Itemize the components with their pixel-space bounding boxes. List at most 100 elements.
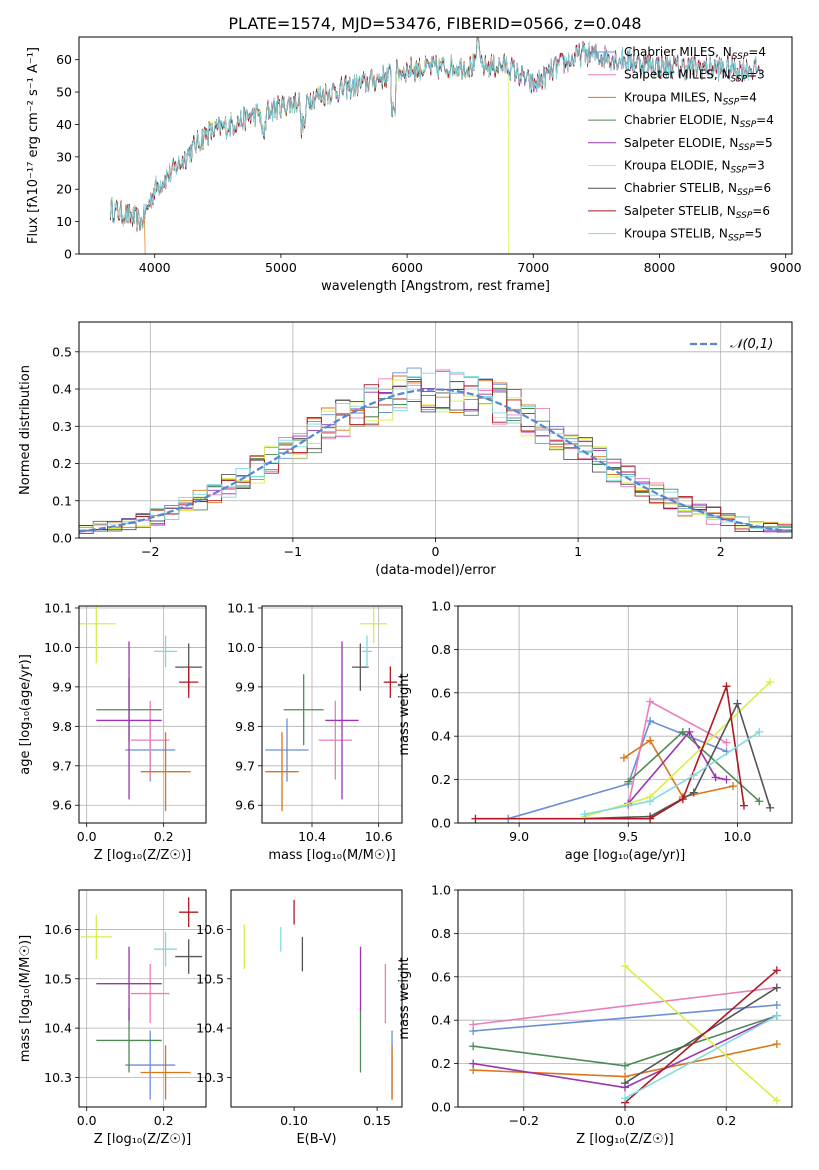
legend-subscript: SSP	[732, 52, 749, 62]
y-tick-label: 0.2	[52, 456, 72, 471]
x-tick-label: 0.2	[154, 1113, 174, 1128]
legend-label: Chabrier MILES, NSSP=4	[624, 45, 766, 62]
x-axis-label: wavelength [Angstrom, rest frame]	[321, 279, 550, 294]
y-tick-label: 0.6	[431, 969, 451, 984]
y-tick-label: 0.0	[431, 816, 451, 831]
x-tick-label: 0.0	[77, 1113, 97, 1128]
legend: Chabrier MILES, NSSP=4 Salpeter MILES, NS…	[588, 45, 774, 244]
y-axis-label: mass weight	[397, 957, 412, 1039]
y-tick-label: 9.6	[52, 798, 72, 813]
plot-area-spectrum	[110, 37, 761, 254]
y-tick-label: 0.1	[52, 493, 72, 508]
legend-subscript: SSP	[731, 166, 748, 176]
y-tick-label: 10.4	[196, 1021, 224, 1036]
x-tick-label: 10.0	[724, 829, 752, 844]
x-tick-label: 2	[717, 544, 725, 559]
spectrum-line	[110, 37, 761, 230]
x-axis-label: Z [log₁₀(Z/Z☉)]	[94, 1132, 191, 1147]
weight-line	[624, 1015, 778, 1100]
x-tick-label: 8000	[644, 260, 676, 275]
legend-label: Salpeter ELODIE, NSSP=5	[624, 136, 773, 153]
y-tick-label: 10.0	[44, 640, 72, 655]
y-tick-label: 0.4	[431, 729, 451, 744]
histogram-step	[79, 371, 792, 531]
y-tick-label: 9.7	[52, 758, 72, 773]
axes-spectrum: 4000 5000 6000 7000 8000 9000 0 10 20 30 40 50 60 wav…	[26, 36, 802, 294]
legend-suffix: =4	[739, 90, 757, 104]
axes-mass-vs-Z: 0.0 0.2 10.3 10.4 10.5 10.6 Z [log₁₀(Z/Z☉)] mas…	[18, 889, 207, 1147]
axes-age-vs-Z: 0.0 0.2 9.6 9.7 9.8 9.9 10.0 10.1 Z [log₁₀(Z/Z☉)…	[18, 600, 207, 863]
y-axis-label: age [log₁₀(age/yr)]	[18, 654, 33, 775]
y-tick-label: 0.4	[431, 1013, 451, 1028]
y-tick-label: 0.6	[431, 685, 451, 700]
legend-suffix: =3	[747, 68, 765, 82]
y-tick-label: 50	[56, 85, 72, 100]
y-axis-label: mass [log₁₀(M/M☉)]	[18, 935, 33, 1062]
axes-frame	[78, 889, 207, 1108]
y-tick-label: 10.3	[44, 1070, 72, 1085]
x-tick-label: 0.2	[716, 1113, 736, 1128]
axes-age-vs-mass: 10.4 10.6 9.6 9.7 9.8 9.9 10.0 10.1 mass [log₁₀(…	[227, 600, 403, 863]
y-tick-label: 0.2	[431, 772, 451, 787]
plot-area-residuals	[79, 367, 792, 535]
x-tick-label: −0.2	[509, 1113, 539, 1128]
legend-label: Kroupa ELODIE, NSSP=3	[624, 159, 765, 176]
y-tick-label: 30	[56, 149, 72, 164]
legend-subscript: SSP	[740, 120, 757, 130]
y-tick-label: 10.5	[44, 971, 72, 986]
x-tick-label: 10.4	[298, 829, 326, 844]
axes-frame	[230, 889, 403, 1108]
y-tick-label: 0	[64, 247, 72, 262]
y-tick-label: 10.5	[196, 971, 224, 986]
plot-area-mass-vs-ebv	[243, 899, 393, 1100]
plot-area-weight-vs-Z	[469, 961, 781, 1107]
y-tick-label: 10.6	[44, 922, 72, 937]
legend-suffix: =6	[752, 204, 770, 218]
x-axis-label: (data-model)/error	[375, 563, 496, 578]
weight-line	[627, 730, 727, 805]
y-axis-label: Normed distribution	[18, 365, 33, 495]
weight-line	[623, 739, 734, 798]
y-tick-label: 1.0	[431, 883, 451, 898]
x-axis-label: Z [log₁₀(Z/Z☉)]	[94, 848, 191, 863]
y-tick-label: 40	[56, 117, 72, 132]
y-axis-label: mass weight	[397, 673, 412, 755]
x-tick-label: 0.0	[77, 829, 97, 844]
legend-label: Kroupa STELIB, NSSP=5	[624, 227, 762, 244]
y-tick-label: 1.0	[431, 599, 451, 614]
x-tick-label: 0.15	[363, 1113, 391, 1128]
y-tick-label: 10.6	[196, 922, 224, 937]
x-axis-label: Z [log₁₀(Z/Z☉)]	[576, 1132, 673, 1147]
legend-subscript: SSP	[731, 75, 748, 85]
axes-mass-vs-ebv: 0.10 0.15 10.3 10.4 10.5 10.6 E(B-V)	[196, 889, 403, 1147]
histogram-step	[79, 378, 792, 533]
axes-weight-vs-Z: −0.2 0.0 0.2 0.0 0.2 0.4 0.6 0.8 1.0 Z [log₁₀(Z/Z…	[397, 883, 793, 1147]
legend-label: Salpeter MILES, NSSP=3	[624, 68, 765, 85]
plot-area-weight-vs-age	[471, 677, 775, 823]
legend-subscript: SSP	[737, 188, 754, 198]
axes-frame	[78, 36, 793, 255]
y-tick-label: 10.3	[196, 1070, 224, 1085]
legend-subscript: SSP	[728, 234, 745, 244]
x-tick-label: 0	[432, 544, 440, 559]
legend-suffix: =6	[754, 181, 772, 195]
x-tick-label: 9.0	[509, 829, 529, 844]
x-tick-label: 0.0	[615, 1113, 635, 1128]
legend-subscript: SSP	[738, 143, 755, 153]
y-tick-label: 9.7	[235, 758, 255, 773]
legend-suffix: =5	[755, 136, 773, 150]
y-tick-label: 0.2	[431, 1056, 451, 1071]
legend-label: Salpeter STELIB, NSSP=6	[624, 204, 770, 221]
plot-area-age-vs-Z	[79, 606, 203, 812]
legend-subscript: SSP	[723, 97, 740, 107]
figure-title: PLATE=1574, MJD=53476, FIBERID=0566, z=0…	[228, 14, 641, 33]
x-axis-label: E(B-V)	[296, 1132, 336, 1147]
plot-area-age-vs-mass	[265, 606, 397, 812]
axes-frame	[261, 605, 403, 824]
axes-frame	[78, 605, 207, 824]
weight-line	[475, 683, 745, 820]
y-tick-label: 10.0	[227, 640, 255, 655]
weight-line	[624, 969, 778, 1104]
x-tick-label: 7000	[517, 260, 549, 275]
weight-line	[473, 1004, 777, 1032]
